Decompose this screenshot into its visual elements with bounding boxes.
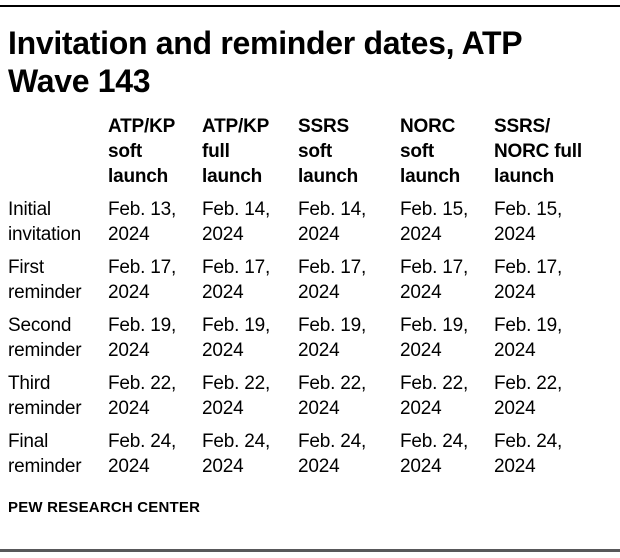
bottom-rule (0, 549, 620, 552)
date-cell: Feb. 24, 2024 (400, 431, 469, 477)
schedule-table: ATP/KP soft launch ATP/KP full launch SS… (8, 114, 612, 479)
date-cell: Feb. 24, 2024 (108, 431, 177, 477)
date-cell: Feb. 22, 2024 (298, 373, 367, 419)
table-header-row: ATP/KP soft launch ATP/KP full launch SS… (8, 114, 612, 189)
row-label: Second reminder (8, 315, 82, 361)
top-rule (0, 5, 620, 7)
date-cell: Feb. 22, 2024 (202, 373, 271, 419)
date-cell: Feb. 19, 2024 (298, 315, 367, 361)
date-cell: Feb. 13, 2024 (108, 199, 177, 245)
date-cell: Feb. 17, 2024 (298, 257, 367, 303)
date-cell: Feb. 15, 2024 (400, 199, 469, 245)
column-header-atp-kp-full: ATP/KP full launch (202, 116, 270, 187)
table-row-third-reminder: Third reminder Feb. 22, 2024 Feb. 22, 20… (8, 371, 612, 421)
date-cell: Feb. 17, 2024 (400, 257, 469, 303)
date-cell: Feb. 24, 2024 (298, 431, 367, 477)
table-row-initial-invitation: Initial invitation Feb. 13, 2024 Feb. 14… (8, 197, 612, 247)
date-cell: Feb. 22, 2024 (400, 373, 469, 419)
date-cell: Feb. 15, 2024 (494, 199, 563, 245)
date-cell: Feb. 19, 2024 (108, 315, 177, 361)
row-label: First reminder (8, 257, 82, 303)
row-label: Initial invitation (8, 199, 81, 245)
column-header-ssrs-norc-full: SSRS/ NORC full launch (494, 116, 582, 187)
figure-content: Invitation and reminder dates, ATP Wave … (0, 7, 620, 516)
date-cell: Feb. 24, 2024 (494, 431, 563, 477)
date-cell: Feb. 17, 2024 (108, 257, 177, 303)
date-cell: Feb. 19, 2024 (400, 315, 469, 361)
date-cell: Feb. 14, 2024 (298, 199, 367, 245)
column-header-ssrs-soft: SSRS soft launch (298, 116, 359, 187)
date-cell: Feb. 19, 2024 (494, 315, 563, 361)
date-cell: Feb. 22, 2024 (494, 373, 563, 419)
row-label: Third reminder (8, 373, 82, 419)
source-label: PEW RESEARCH CENTER (8, 499, 201, 516)
table-row-second-reminder: Second reminder Feb. 19, 2024 Feb. 19, 2… (8, 313, 612, 363)
date-cell: Feb. 24, 2024 (202, 431, 271, 477)
column-header-atp-kp-soft: ATP/KP soft launch (108, 116, 176, 187)
date-cell: Feb. 22, 2024 (108, 373, 177, 419)
date-cell: Feb. 19, 2024 (202, 315, 271, 361)
row-label: Final reminder (8, 431, 82, 477)
date-cell: Feb. 14, 2024 (202, 199, 271, 245)
table-row-final-reminder: Final reminder Feb. 24, 2024 Feb. 24, 20… (8, 429, 612, 479)
date-cell: Feb. 17, 2024 (494, 257, 563, 303)
table-row-first-reminder: First reminder Feb. 17, 2024 Feb. 17, 20… (8, 255, 612, 305)
column-header-norc-soft: NORC soft launch (400, 116, 461, 187)
page-title: Invitation and reminder dates, ATP Wave … (8, 25, 522, 99)
date-cell: Feb. 17, 2024 (202, 257, 271, 303)
